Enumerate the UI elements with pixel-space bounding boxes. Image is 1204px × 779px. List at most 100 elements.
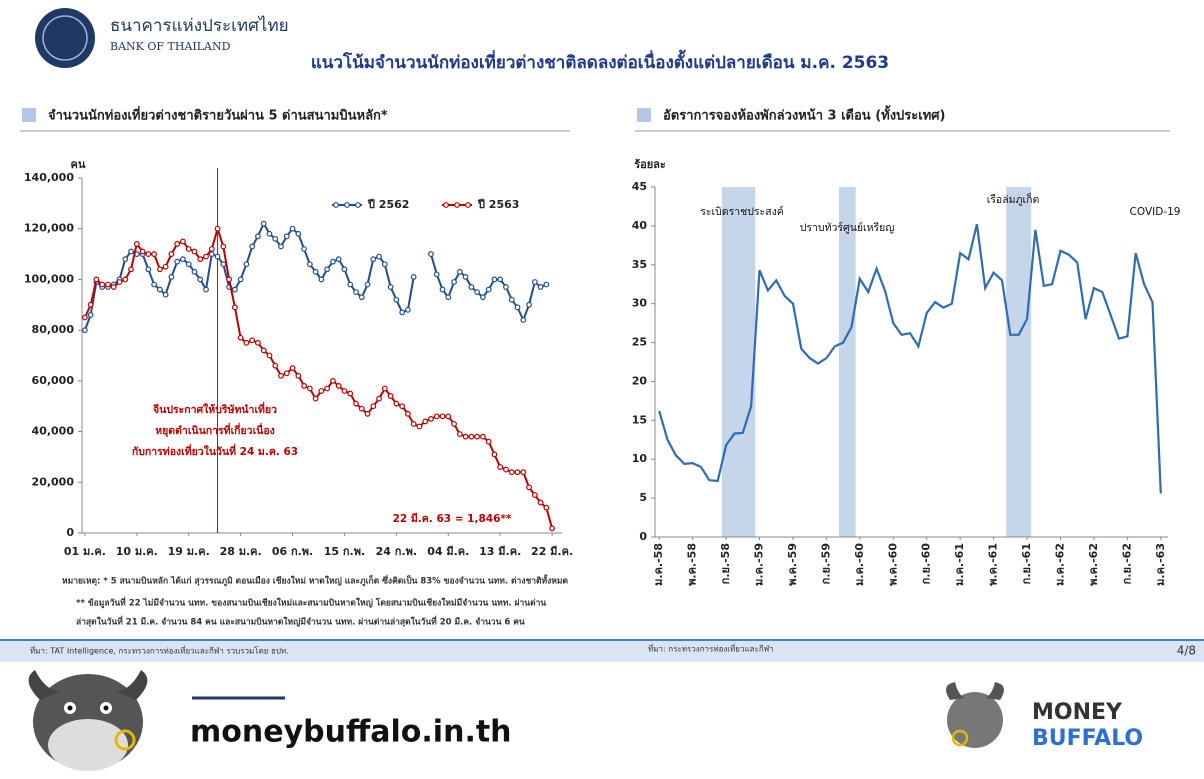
x-tick-label: ม.ค.-63 [1154,543,1167,586]
point [214,225,221,232]
annotation: COVID-19 [1130,206,1181,218]
brand-logo [946,682,1004,748]
point [151,251,158,257]
point [376,395,382,402]
point [174,258,181,265]
point [237,276,244,283]
point [226,276,232,283]
point [335,256,342,263]
point [162,263,169,270]
y-tick-label: 20 [632,374,648,387]
point [220,261,227,268]
annotation: ปราบทัวร์ศูนย์เหรียญ [800,221,895,234]
point [456,268,463,275]
point [347,390,354,397]
annotation: จีนประกาศให้บริษัทนำเที่ยว [152,401,277,416]
x-tick-label: ก.ย.-58 [719,543,732,584]
x-tick-label: 01 ม.ค. [64,545,106,558]
point [110,284,117,290]
point [133,241,140,247]
point [145,251,152,257]
point [116,279,123,285]
point [174,241,181,247]
point [128,248,134,255]
x-tick-label: 10 ม.ค. [116,545,158,558]
point [231,286,238,293]
org-thai: ธนาคารแห่งประเทศไทย [110,15,289,36]
point [87,301,94,308]
point [537,284,544,290]
point [128,266,134,273]
x-tick-label: พ.ค.-60 [886,543,899,586]
x-tick-label: 24 ก.พ. [376,545,417,558]
logo [35,8,95,68]
logo-ring [42,15,88,61]
point [410,421,417,427]
x-tick-label: ก.ย.-60 [920,543,933,585]
point [468,284,475,290]
point [462,433,469,440]
y-tick-label: 30 [632,297,648,310]
x-tick-label: ก.ย.-61 [1020,543,1033,584]
point [283,233,290,240]
point [358,405,365,412]
legend-marker [344,202,350,208]
point [387,393,394,399]
x-tick-label: 22 มี.ค. [531,545,573,558]
page-number: 4/8 [1177,644,1196,658]
point [283,370,290,377]
point [485,438,492,445]
point [255,339,261,346]
y-tick-label: 0 [639,530,647,543]
point [422,418,429,425]
point [370,256,377,263]
x-tick-label: พ.ค.-59 [786,543,799,586]
point [312,395,319,402]
point [347,281,354,288]
point [156,266,163,273]
charts: 0 20,000 40,000 60,000 80,000 100,000 120,000 1… [24,168,1168,586]
x-tick-label: 04 มี.ค. [427,545,469,558]
point [479,433,486,440]
panel-title: จำนวนนักท่องเที่ยวต่างชาติรายวันผ่าน 5 ด… [48,106,388,124]
point [381,385,388,392]
point [341,388,348,394]
point [497,276,504,283]
point [266,352,273,359]
point [185,261,192,268]
y-tick-label: 35 [632,258,647,271]
point [399,309,406,316]
point [405,306,411,313]
point [531,279,538,285]
point [301,246,307,252]
y-tick-label: 40 [632,219,648,232]
point [503,284,509,290]
point [503,466,509,473]
y-tick-label: 45 [632,180,647,193]
point [353,289,359,296]
point [151,281,158,288]
site-name: moneybuffalo.in.th [190,715,512,750]
point [474,289,481,296]
point [393,400,400,407]
panel-marker [22,108,36,122]
point [139,248,146,255]
note: ล่าสุดในวันที่ 21 มี.ค. จำนวน 84 คน และส… [76,615,525,628]
y-tick-label: 15 [632,413,647,426]
y-tick-label: 80,000 [32,323,75,336]
point [330,377,336,384]
legend-label: ปี 2563 [477,198,520,211]
point [168,251,175,257]
point [260,220,267,227]
point [491,276,498,283]
series-line [658,224,1162,494]
x-tick-label: 13 มี.ค. [479,545,521,558]
x-tick-label: 15 ก.พ. [324,545,365,558]
point [410,273,417,280]
highlight-band [721,187,756,537]
point [428,251,434,257]
logo-text: BUFFALO [1032,726,1143,751]
point [353,400,359,407]
legend-marker [333,202,339,208]
point [318,276,325,283]
